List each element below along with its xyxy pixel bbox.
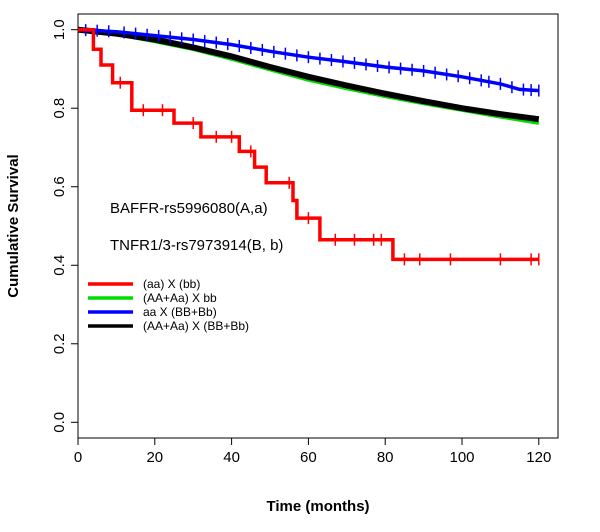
y-tick-label-0: 0.0 [51, 412, 68, 433]
series-layer [77, 24, 540, 266]
x-tick-label-100: 100 [449, 449, 474, 466]
legend-label-AAAa-BBBb: (AA+Aa) X (BB+Bb) [143, 319, 249, 333]
y-tick-label-2: 0.4 [51, 255, 68, 276]
annotation-tnfr: TNFR1/3-rs7973914(B, b) [110, 237, 283, 254]
series-0 [78, 27, 540, 266]
y-tick-label-3: 0.6 [51, 176, 68, 197]
x-tick-label-120: 120 [526, 449, 551, 466]
y-axis-title: Cumulative Survival [5, 154, 22, 297]
legend-label-aa-bb: (aa) X (bb) [143, 277, 200, 291]
x-axis: 0 20 40 60 80 100 120 [74, 438, 551, 466]
x-tick-label-80: 80 [377, 449, 394, 466]
plot-frame [77, 13, 559, 439]
annotation-baffr: BAFFR-rs5996080(A,a) [110, 200, 268, 217]
series-3 [77, 26, 540, 123]
y-tick-label-4: 0.8 [51, 98, 68, 119]
x-tick-label-40: 40 [223, 449, 240, 466]
series-line-0 [78, 27, 539, 262]
x-tick-label-60: 60 [300, 449, 317, 466]
series-line-3 [77, 26, 540, 123]
y-axis: 0.0 0.2 0.4 0.6 0.8 1.0 [51, 19, 78, 433]
legend-label-aa-BBBb: aa X (BB+Bb) [143, 305, 217, 319]
y-tick-label-5: 1.0 [51, 19, 68, 40]
x-tick-label-20: 20 [146, 449, 163, 466]
x-axis-title: Time (months) [266, 498, 369, 515]
series-line-2 [77, 27, 539, 93]
y-tick-label-1: 0.2 [51, 333, 68, 354]
series-2 [77, 24, 540, 97]
legend: (aa) X (bb) (AA+Aa) X bb aa X (BB+Bb) (A… [88, 277, 249, 333]
legend-label-AAAa-bb: (AA+Aa) X bb [143, 291, 217, 305]
x-tick-label-0: 0 [74, 449, 82, 466]
